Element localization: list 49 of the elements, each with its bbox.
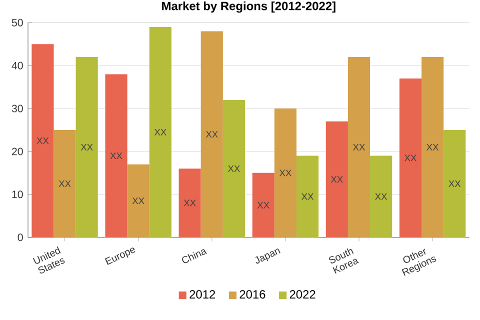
- data-label: XX: [154, 128, 166, 136]
- y-tick-label: 40: [12, 62, 23, 70]
- data-label: XX: [375, 193, 388, 200]
- bar: [127, 164, 150, 238]
- x-tick-label: South Korea: [329, 248, 359, 274]
- bar: [348, 57, 370, 238]
- bar: [178, 168, 201, 238]
- y-tick-label: 0: [18, 234, 23, 242]
- data-label: XX: [257, 202, 270, 208]
- data-label: XX: [330, 176, 343, 183]
- legend-label: 2012: [190, 290, 216, 299]
- data-label: XX: [132, 198, 144, 204]
- data-label: XX: [353, 144, 365, 150]
- y-tick-label: 50: [12, 18, 23, 26]
- chart-title: Market by Regions [2012-2022]: [162, 1, 336, 13]
- bar: [200, 31, 223, 238]
- legend-label: 2016: [240, 290, 266, 299]
- data-label: XX: [279, 170, 292, 176]
- data-label: XX: [404, 154, 416, 162]
- bar: [54, 130, 76, 238]
- legend-label: 2022: [290, 290, 316, 299]
- bar: [149, 26, 172, 238]
- data-label: XX: [36, 138, 49, 144]
- data-label: XX: [58, 180, 71, 187]
- bar: [105, 74, 128, 238]
- data-label: XX: [426, 144, 439, 150]
- x-tick-label: China: [182, 249, 208, 264]
- data-label: XX: [448, 180, 461, 187]
- data-label: XX: [110, 152, 122, 159]
- data-label: XX: [228, 165, 240, 172]
- bar: [370, 156, 392, 238]
- bar: [444, 130, 466, 238]
- bar: [252, 172, 274, 238]
- bar: [32, 44, 54, 238]
- x-tick-label: Japan: [255, 248, 280, 264]
- data-label: XX: [184, 200, 196, 206]
- y-tick-label: 30: [12, 104, 23, 112]
- y-tick-label: 10: [12, 190, 23, 198]
- bar: [76, 57, 98, 238]
- y-tick-label: 20: [12, 148, 23, 156]
- bar: [274, 108, 296, 238]
- bar: [222, 100, 245, 238]
- data-label: XX: [80, 144, 93, 150]
- bar: [326, 121, 348, 238]
- bar: [422, 57, 444, 238]
- data-label: XX: [206, 131, 218, 138]
- bar: [399, 78, 422, 238]
- bar: [296, 156, 319, 238]
- data-label: XX: [302, 193, 314, 200]
